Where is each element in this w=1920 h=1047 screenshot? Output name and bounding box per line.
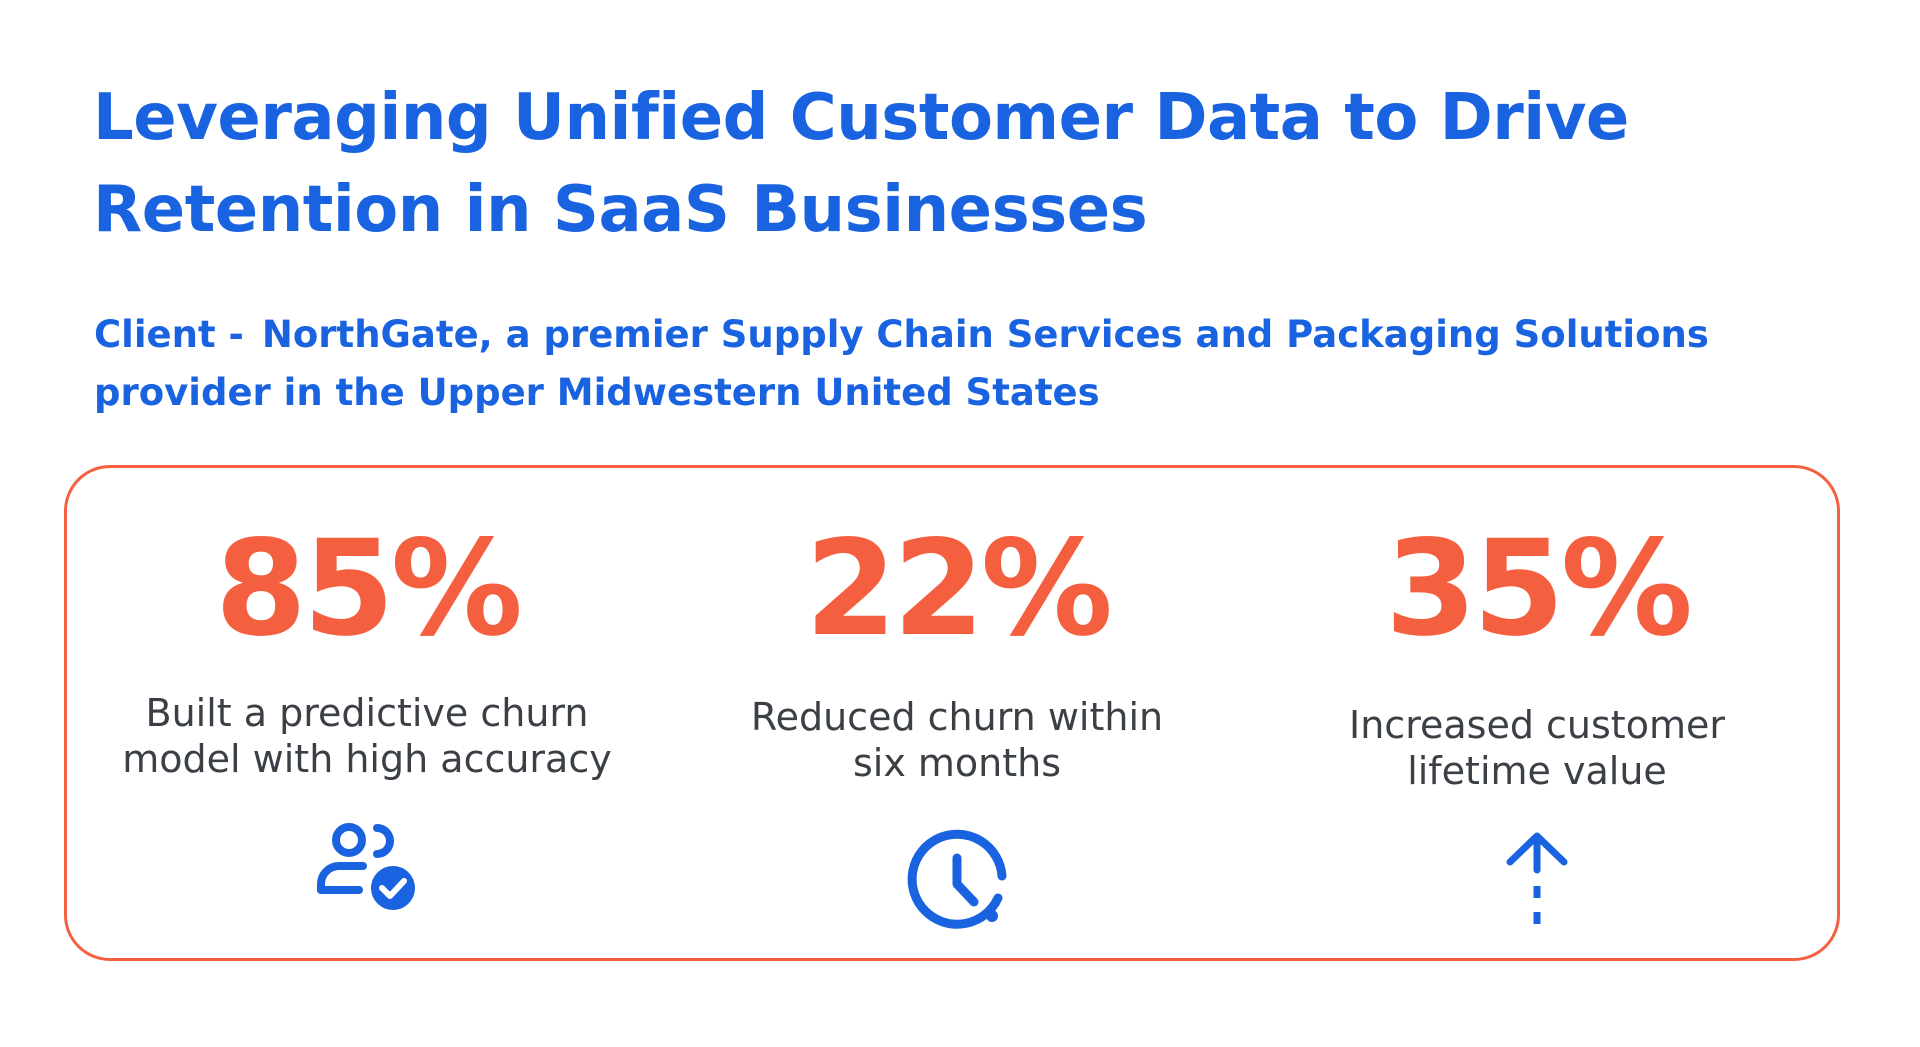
- stat-description: Built a predictive churn model with high…: [122, 691, 612, 781]
- page-title: Leveraging Unified Customer Data to Driv…: [93, 81, 1629, 247]
- client-label: Client -: [94, 313, 244, 356]
- stat-description: Reduced churn within six months: [750, 695, 1164, 785]
- stat-churn: 22% Reduced churn within six months: [727, 468, 1187, 958]
- client-text: NorthGate, a premier Supply Chain Servic…: [94, 313, 1709, 414]
- stat-value: 35%: [1385, 512, 1693, 666]
- stat-accuracy: 85% Built a predictive churn model with …: [107, 468, 627, 958]
- stat-description: Increased customer lifetime value: [1349, 703, 1725, 793]
- stat-value: 85%: [215, 512, 523, 666]
- stat-value: 22%: [805, 512, 1113, 666]
- stats-card: 85% Built a predictive churn model with …: [64, 465, 1840, 961]
- user-check-icon: [315, 820, 419, 916]
- clock-icon: [902, 826, 1012, 936]
- client-description: Client - NorthGate, a premier Supply Chai…: [94, 306, 1874, 422]
- stat-lifetime-value: 35% Increased customer lifetime value: [1287, 468, 1787, 958]
- arrow-up-icon: [1500, 828, 1574, 928]
